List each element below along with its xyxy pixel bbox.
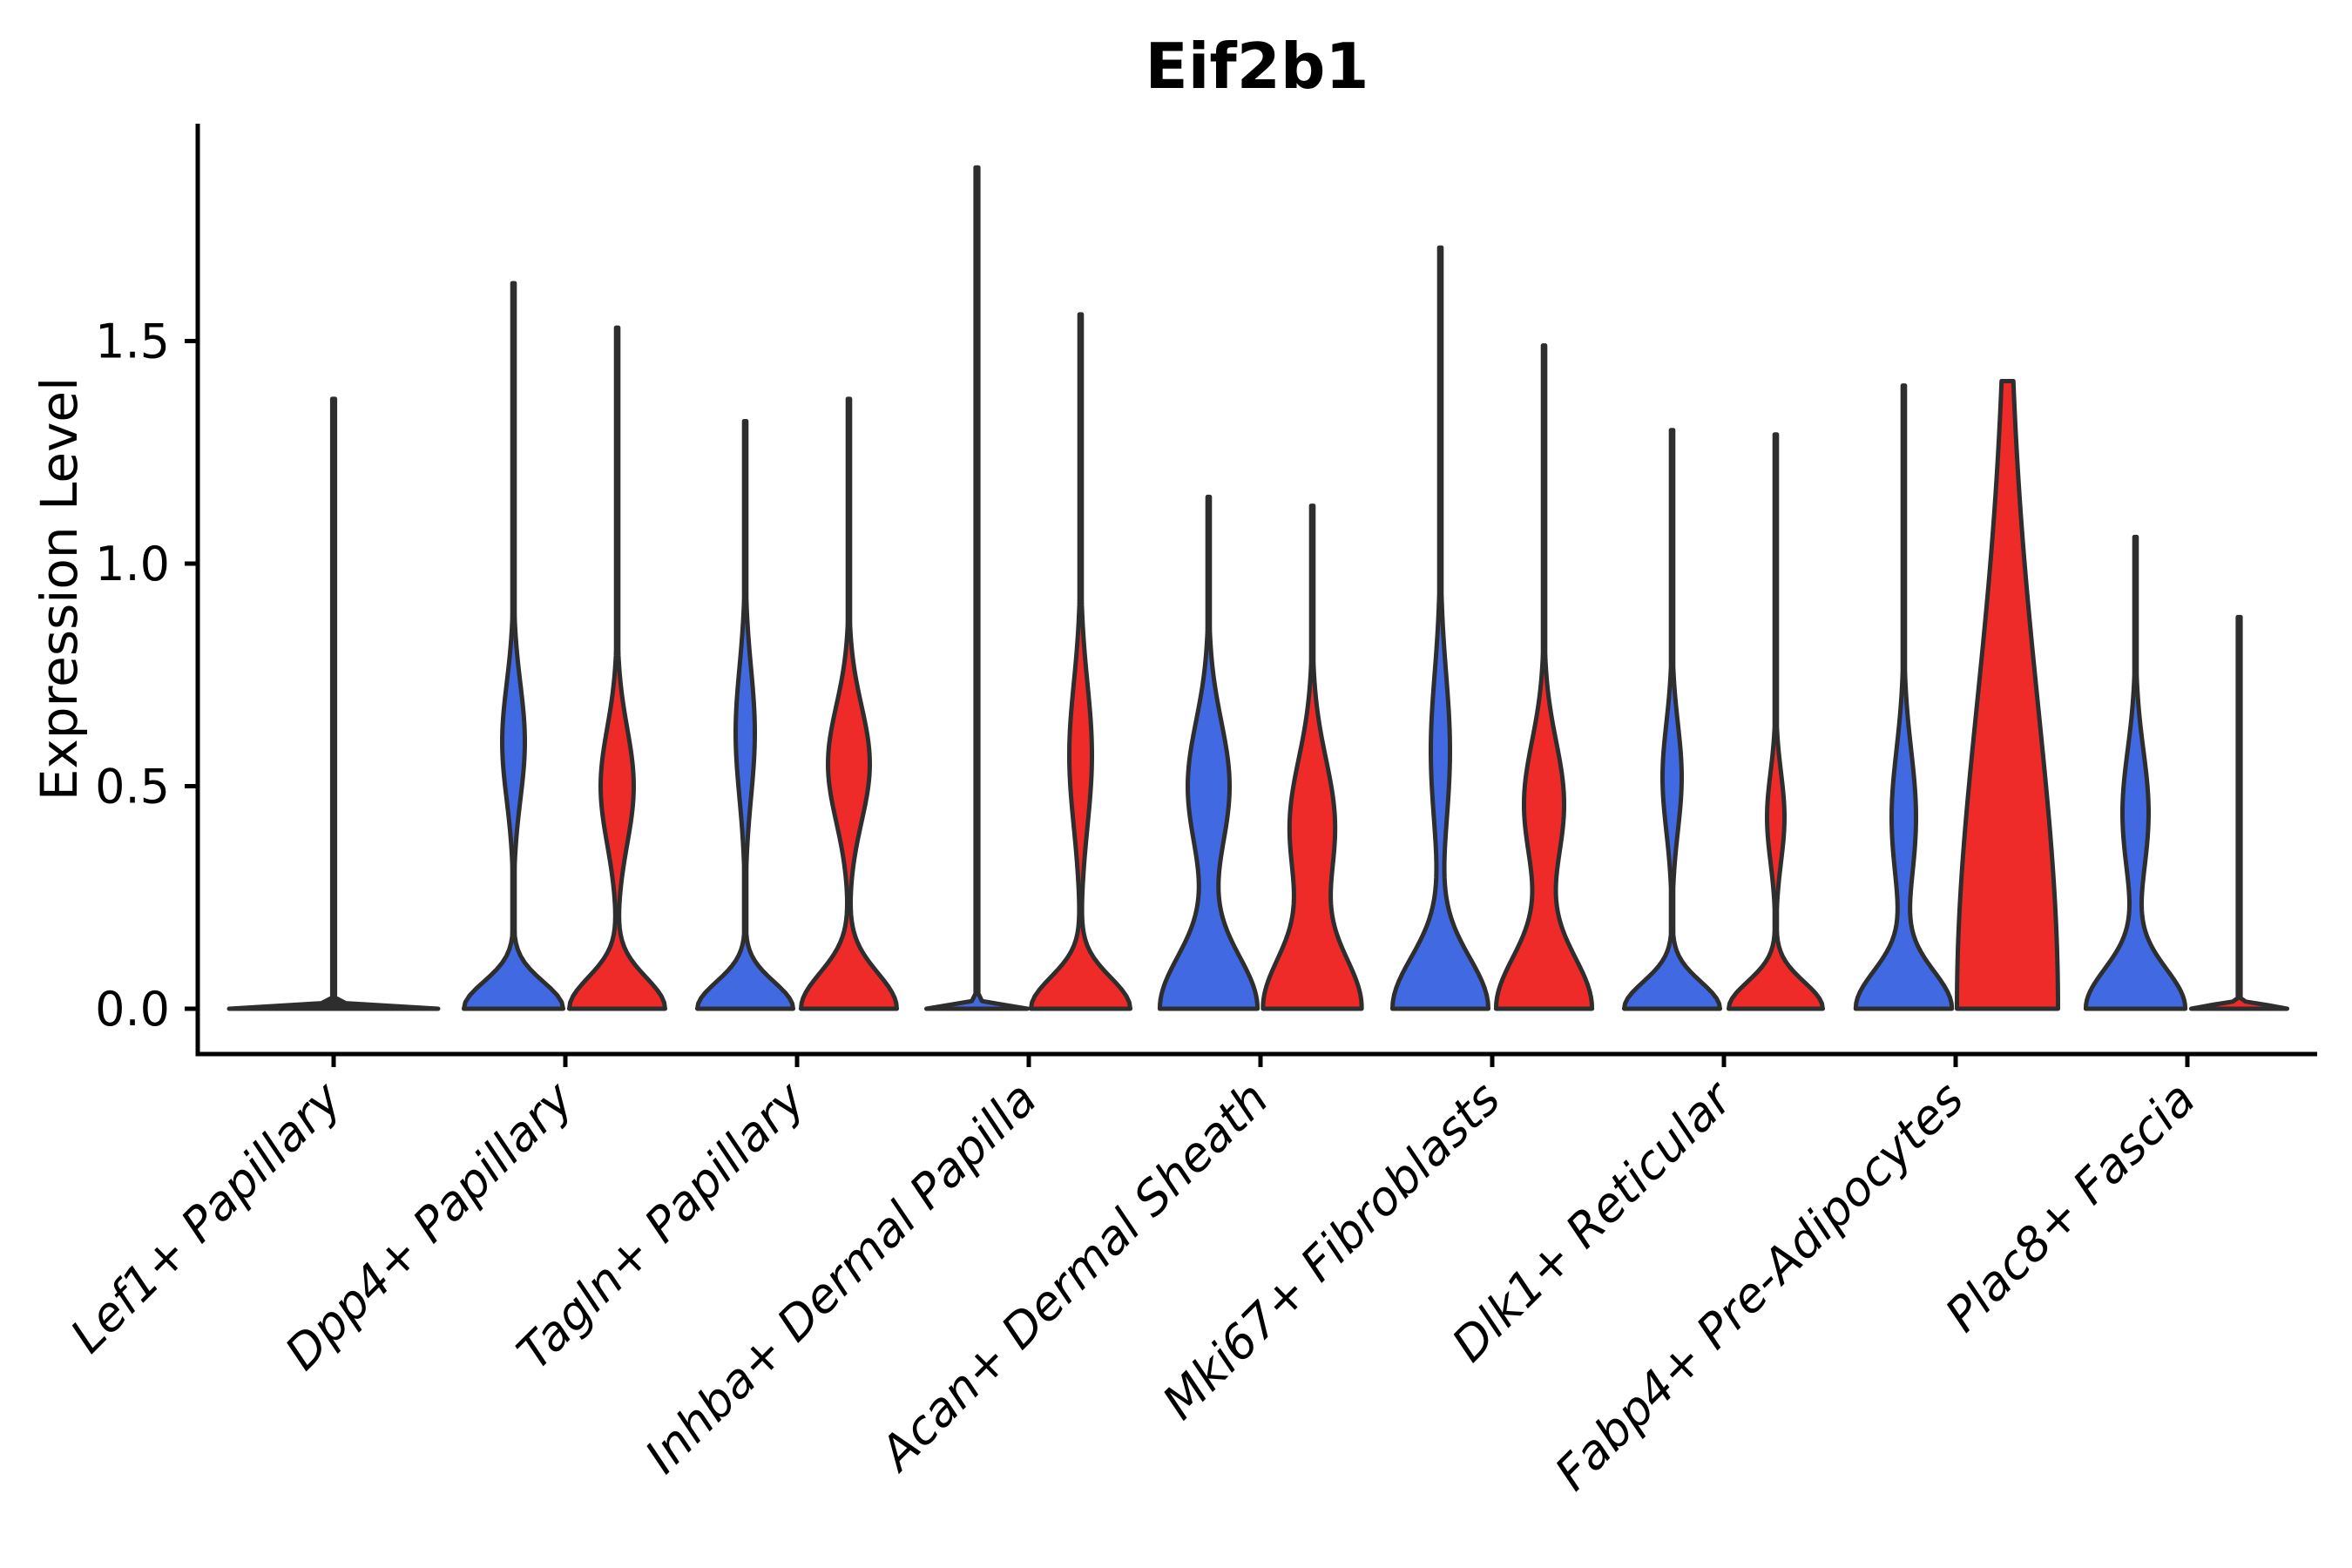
violin-dlk1-left (1622, 428, 1722, 1011)
violin-fabp4-right (1955, 378, 2060, 1011)
chart-title: Eif2b1 (1146, 30, 1369, 103)
axes (195, 124, 2317, 1057)
x-tick-label: Inhba+ Dermal Papilla (634, 1071, 1047, 1484)
violins (226, 165, 2289, 1011)
y-tick-label: 0.5 (95, 760, 170, 814)
violin-acan-right (1260, 504, 1364, 1011)
violin-inhba-right (1028, 312, 1133, 1011)
violin-inhba-left (924, 165, 1030, 1011)
y-tick-label: 0.0 (95, 982, 170, 1037)
y-axis-label: Expression Level (30, 377, 89, 801)
violin-acan-left (1157, 494, 1260, 1011)
tick-marks (185, 339, 2190, 1067)
x-tick-label: Acan+ Dermal Sheath (868, 1071, 1279, 1483)
violin-plac8-right (2189, 614, 2289, 1011)
axis-spines (195, 124, 2317, 1057)
violin-fabp4-left (1853, 383, 1955, 1011)
violin-lef1-center (226, 396, 441, 1011)
violin-dlk1-right (1727, 432, 1825, 1011)
violin-plac8-left (2083, 534, 2188, 1011)
y-tick-label: 1.5 (95, 314, 170, 369)
violin-dpp4-right (566, 325, 668, 1011)
x-tick-label: Plac8+ Fascia (1935, 1071, 2206, 1342)
violin-mki67-right (1493, 343, 1595, 1011)
violin-dpp4-left (462, 280, 565, 1011)
x-tick-label: Fabp4+ Pre-Adipocytes (1544, 1071, 1974, 1501)
violin-mki67-left (1389, 245, 1491, 1011)
violin-tagln-left (695, 418, 795, 1011)
y-tick-label: 1.0 (95, 537, 170, 591)
violin-tagln-right (799, 396, 899, 1011)
